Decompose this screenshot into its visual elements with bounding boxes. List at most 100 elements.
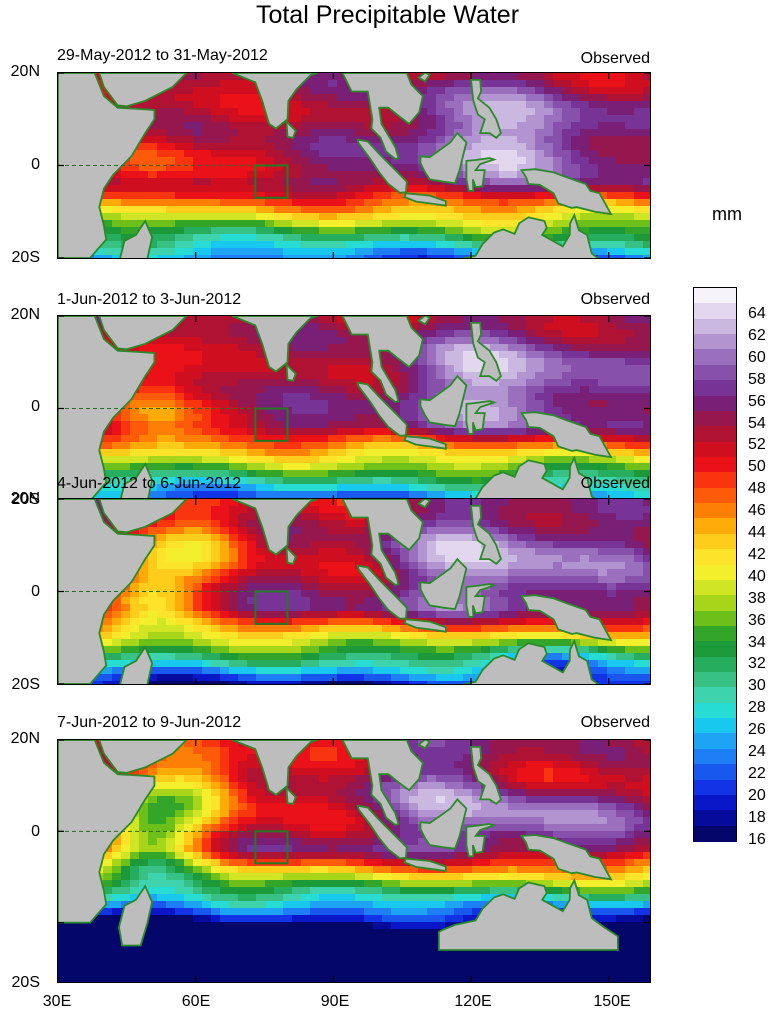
field-cell <box>544 80 554 88</box>
field-cell <box>454 316 464 324</box>
field-cell <box>310 463 320 471</box>
field-cell <box>409 625 419 633</box>
field-cell <box>256 414 266 422</box>
field-cell <box>643 101 650 109</box>
field-cell <box>490 337 500 345</box>
field-cell <box>148 639 158 647</box>
field-cell <box>310 400 320 408</box>
field-cell <box>220 632 230 640</box>
field-cell <box>184 372 194 380</box>
field-cell <box>247 220 257 228</box>
field-cell <box>256 400 266 408</box>
field-cell <box>310 164 320 172</box>
field-cell <box>328 442 338 450</box>
field-cell <box>220 456 230 464</box>
field-cell <box>490 87 500 95</box>
field-cell <box>391 442 401 450</box>
field-cell <box>220 171 230 179</box>
field-cell <box>616 625 626 633</box>
field-cell <box>328 178 338 186</box>
field-cell <box>337 199 347 207</box>
field-cell <box>580 351 590 359</box>
field-cell <box>328 365 338 373</box>
field-cell <box>490 178 500 186</box>
field-cell <box>247 477 257 485</box>
field-cell <box>418 393 428 401</box>
field-cell <box>625 255 635 258</box>
field-cell <box>364 548 374 556</box>
field-cell <box>544 379 554 387</box>
field-cell <box>445 94 455 102</box>
field-cell <box>364 241 374 249</box>
field-cell <box>526 73 536 81</box>
field-cell <box>184 407 194 415</box>
field-cell <box>211 171 221 179</box>
field-cell <box>184 178 194 186</box>
field-cell <box>580 456 590 464</box>
field-cell <box>238 185 248 193</box>
field-cell <box>283 136 293 144</box>
field-cell <box>346 463 356 471</box>
field-cell <box>535 435 545 443</box>
field-cell <box>328 583 338 591</box>
field-cell <box>202 323 212 331</box>
field-cell <box>364 470 374 478</box>
field-cell <box>130 192 140 200</box>
field-cell <box>130 576 140 584</box>
field-cell <box>247 241 257 249</box>
field-cell <box>130 583 140 591</box>
field-cell <box>184 337 194 345</box>
field-cell <box>166 604 176 612</box>
field-cell <box>364 400 374 408</box>
field-cell <box>157 344 167 352</box>
field-cell <box>247 94 257 102</box>
field-cell <box>220 484 230 492</box>
landmass <box>465 157 497 192</box>
field-cell <box>409 583 419 591</box>
field-cell <box>211 421 221 429</box>
field-cell <box>481 499 491 507</box>
field-cell <box>238 108 248 116</box>
field-cell <box>310 632 320 640</box>
field-cell <box>166 597 176 605</box>
field-cell <box>598 477 608 485</box>
field-cell <box>193 351 203 359</box>
field-cell <box>274 477 284 485</box>
field-cell <box>409 150 419 158</box>
field-cell <box>193 414 203 422</box>
field-cell <box>571 583 581 591</box>
field-cell <box>364 421 374 429</box>
field-cell <box>355 372 365 380</box>
field-cell <box>238 157 248 165</box>
field-cell <box>535 548 545 556</box>
field-cell <box>427 323 437 331</box>
field-cell <box>607 73 617 81</box>
field-cell <box>355 115 365 123</box>
field-cell <box>175 220 185 228</box>
field-cell <box>517 379 527 387</box>
field-cell <box>319 407 329 415</box>
field-cell <box>454 248 464 256</box>
panel-3-status: Observed <box>580 475 650 492</box>
field-cell <box>301 164 311 172</box>
field-cell <box>319 548 329 556</box>
field-cell <box>589 534 599 542</box>
field-cell <box>607 157 617 165</box>
field-cell <box>166 520 176 528</box>
field-cell <box>508 407 518 415</box>
field-cell <box>220 597 230 605</box>
field-cell <box>337 330 347 338</box>
field-cell <box>571 108 581 116</box>
field-cell <box>463 150 473 158</box>
field-cell <box>121 470 131 478</box>
field-cell <box>139 136 149 144</box>
field-cell <box>319 527 329 535</box>
field-cell <box>211 618 221 626</box>
field-cell <box>598 192 608 200</box>
field-cell <box>544 506 554 514</box>
field-cell <box>625 597 635 605</box>
field-cell <box>202 241 212 249</box>
field-cell <box>265 618 275 626</box>
field-cell <box>310 520 320 528</box>
field-cell <box>175 227 185 235</box>
